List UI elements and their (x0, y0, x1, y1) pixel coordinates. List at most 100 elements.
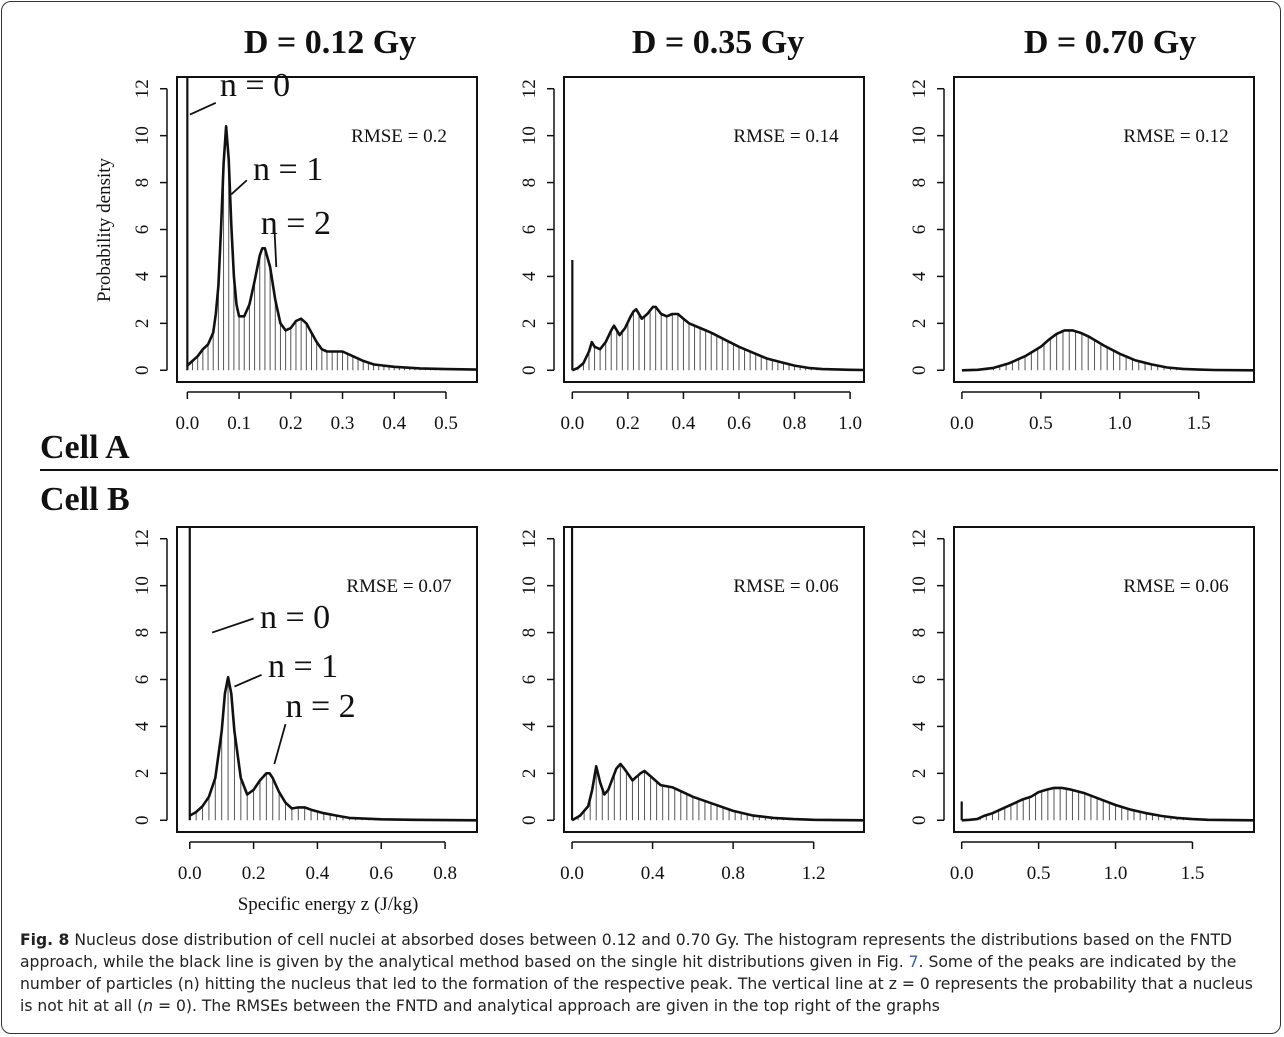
y-tick-label: 2 (519, 769, 540, 779)
panel-6: 0.0 0.5 1.0 1.5 0 2 4 6 8 10 12 RMSE = 0.06 (909, 526, 1255, 884)
x-tick-label: 1.0 (838, 413, 862, 434)
y-tick-label: 2 (132, 769, 153, 779)
x-tick-label: 0.0 (178, 863, 202, 884)
caption-text-1: Nucleus dose distribution of cell nuclei… (20, 931, 1232, 971)
y-tick-label: 2 (909, 319, 930, 329)
column-title-3: D = 0.70 Gy (1024, 24, 1196, 61)
y-axis-label: Probability density (94, 157, 115, 302)
x-tick-label: 0.4 (382, 413, 406, 434)
histogram (986, 330, 1184, 371)
y-tick-label: 12 (132, 529, 153, 548)
plot-frame (176, 526, 478, 833)
y-tick-label: 10 (132, 126, 153, 145)
caption-n-italic: n (143, 997, 153, 1015)
peak-annotation: n = 0 (189, 67, 290, 116)
y-axis: 0 2 4 6 8 10 12 (909, 529, 945, 826)
x-tick-label: 0.4 (672, 413, 696, 434)
y-tick-label: 0 (909, 366, 930, 376)
x-tick-label: 0.5 (1029, 413, 1053, 434)
y-tick-label: 2 (909, 769, 930, 779)
x-axis: 0.0 0.1 0.2 0.3 0.4 0.5 (175, 391, 458, 434)
x-tick-label: 0.0 (560, 863, 584, 884)
y-tick-label: 10 (132, 576, 153, 595)
y-tick-label: 4 (519, 271, 540, 281)
x-axis: 0.0 0.2 0.4 0.6 0.8 (178, 841, 457, 884)
analytical-curve (571, 762, 865, 822)
annotation-label: n = 1 (268, 648, 338, 685)
y-tick-label: 12 (132, 79, 153, 98)
y-tick-label: 12 (909, 79, 930, 98)
annotation-line (273, 723, 287, 765)
annotation-line (234, 673, 262, 688)
rmse-label: RMSE = 0.12 (1123, 126, 1228, 147)
y-axis: 0 2 4 6 8 10 12 (519, 79, 555, 375)
y-tick-label: 8 (909, 628, 930, 638)
y-tick-label: 4 (519, 721, 540, 731)
x-tick-label: 1.5 (1181, 863, 1205, 884)
x-tick-label: 0.8 (783, 413, 807, 434)
annotation-label: n = 2 (286, 688, 356, 725)
analytical-curve (961, 329, 1255, 372)
y-tick-label: 6 (909, 225, 930, 235)
annotation-label: n = 1 (253, 151, 323, 188)
x-tick-label: 1.2 (802, 863, 826, 884)
peak-annotation: n = 2 (273, 688, 356, 765)
x-tick-label: 0.0 (950, 863, 974, 884)
y-tick-label: 8 (519, 178, 540, 188)
y-axis: 0 2 4 6 8 10 12 (909, 79, 945, 376)
x-tick-label: 0.5 (1027, 863, 1051, 884)
y-tick-label: 10 (519, 126, 540, 145)
y-tick-label: 4 (132, 271, 153, 281)
peak-annotation: n = 2 (261, 205, 331, 268)
caption-fig-link[interactable]: 7 (908, 953, 919, 971)
column-title-2: D = 0.35 Gy (632, 24, 804, 61)
y-tick-label: 0 (132, 816, 153, 826)
rmse-label: RMSE = 0.14 (733, 126, 839, 147)
annotation-label: n = 0 (260, 599, 330, 636)
annotation-line (273, 224, 278, 268)
y-tick-label: 12 (519, 79, 540, 98)
panel-5: 0.0 0.4 0.8 1.2 0 2 4 6 8 10 12 RMSE = 0.06 (519, 526, 865, 884)
plot-frame (563, 76, 865, 383)
x-axis: 0.0 0.5 1.0 1.5 (950, 841, 1205, 884)
y-tick-label: 4 (132, 721, 153, 731)
panel-3: 0.0 0.5 1.0 1.5 0 2 4 6 8 10 12 RMSE = 0.12 (909, 76, 1255, 434)
histogram (192, 159, 442, 371)
peak-annotation: n = 1 (230, 151, 323, 195)
column-title-1: D = 0.12 Gy (244, 24, 416, 61)
plot-frame (953, 76, 1255, 383)
annotation-line (211, 617, 254, 634)
histogram (195, 677, 376, 821)
plot-frame (563, 526, 865, 833)
y-tick-label: 4 (909, 271, 930, 281)
y-tick-label: 8 (909, 178, 930, 188)
y-tick-label: 10 (519, 576, 540, 595)
row-label-cell-a: Cell A (40, 429, 130, 466)
peak-annotation: n = 0 (211, 599, 330, 636)
x-tick-label: 0.4 (641, 863, 665, 884)
y-tick-label: 10 (909, 126, 930, 145)
figure-svg: D = 0.12 Gy D = 0.35 Gy D = 0.70 Gy Cell… (40, 24, 1278, 915)
x-tick-label: 0.6 (727, 413, 751, 434)
x-tick-label: 0.5 (434, 413, 458, 434)
plot-frame (953, 526, 1255, 833)
rmse-label: RMSE = 0.07 (346, 576, 451, 597)
analytical-curve (189, 675, 478, 822)
y-tick-label: 0 (132, 366, 153, 376)
x-tick-label: 1.0 (1104, 863, 1128, 884)
x-tick-label: 0.4 (306, 863, 330, 884)
y-tick-label: 2 (519, 319, 540, 329)
x-tick-label: 0.2 (279, 413, 303, 434)
y-tick-label: 0 (909, 816, 930, 826)
x-axis-label: Specific energy z (J/kg) (238, 894, 419, 915)
x-tick-label: 0.0 (175, 413, 199, 434)
y-tick-label: 8 (132, 628, 153, 638)
analytical-curve (571, 305, 865, 372)
x-tick-label: 0.0 (560, 413, 584, 434)
y-axis: 0 2 4 6 8 10 12 (132, 79, 168, 376)
y-tick-label: 6 (519, 225, 540, 235)
histogram (577, 306, 818, 371)
y-tick-label: 6 (909, 675, 930, 685)
x-tick-label: 0.3 (331, 413, 355, 434)
x-tick-label: 0.6 (369, 863, 393, 884)
